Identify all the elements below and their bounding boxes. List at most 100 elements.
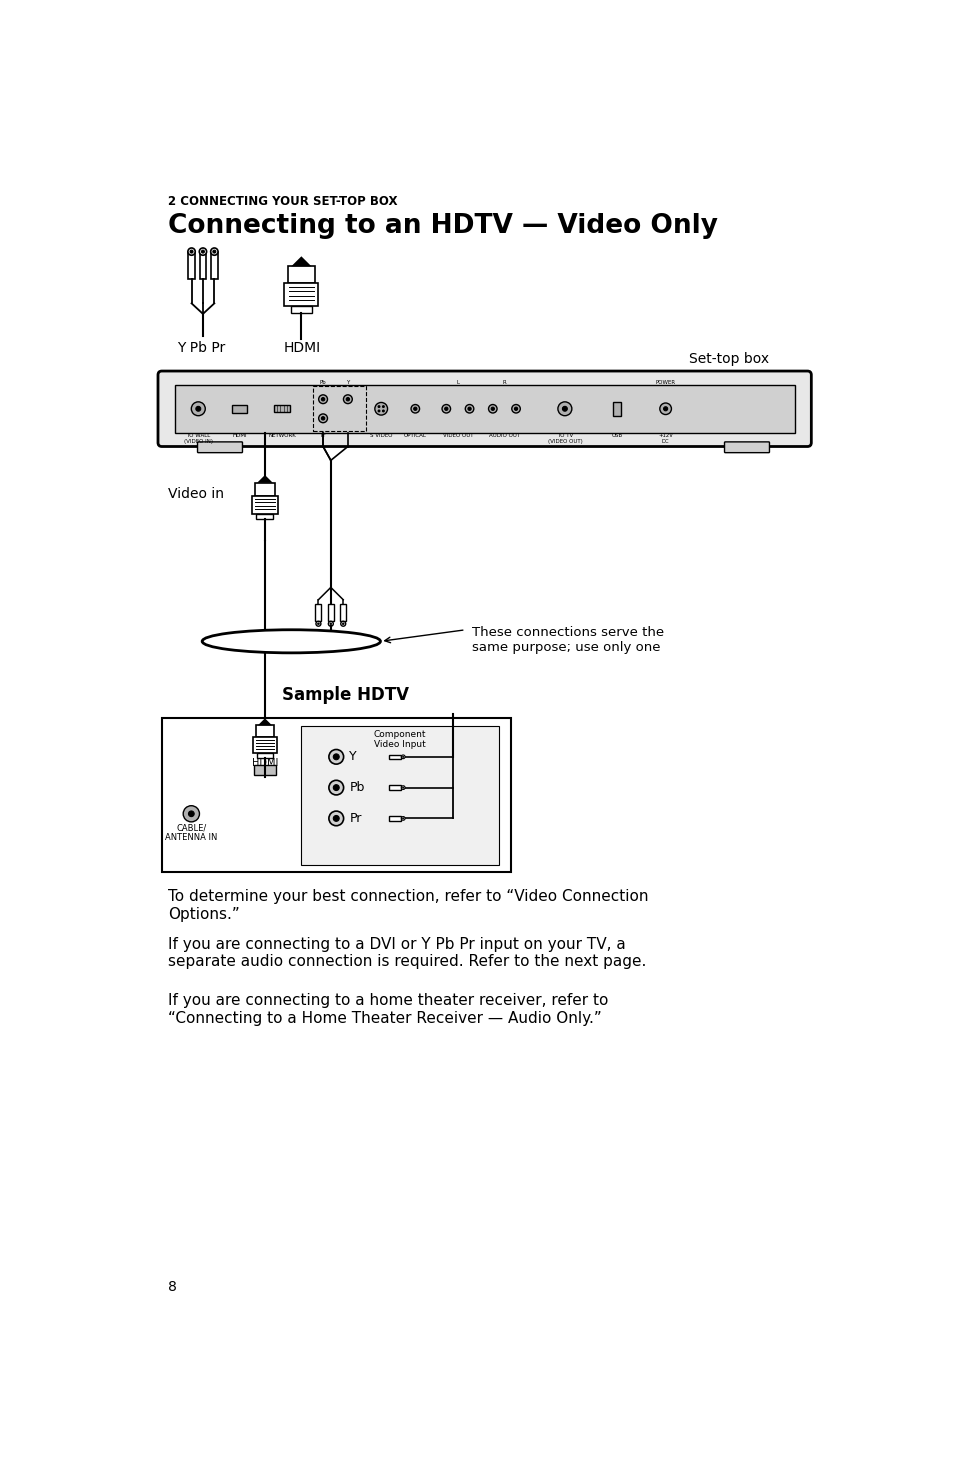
Circle shape (329, 811, 343, 826)
Circle shape (377, 406, 379, 407)
Circle shape (188, 248, 195, 255)
Bar (284, 283, 318, 307)
Text: Pb: Pb (319, 379, 326, 385)
Text: Set-top box: Set-top box (688, 351, 768, 366)
Bar (313, 386, 365, 431)
Text: If you are connecting to a home theater receiver, refer to
“Connecting to a Home: If you are connecting to a home theater … (168, 993, 608, 1025)
Text: HDMI: HDMI (232, 434, 247, 438)
Bar (274, 406, 290, 412)
Text: TO TV
(VIDEO OUT): TO TV (VIDEO OUT) (547, 434, 581, 444)
Polygon shape (256, 475, 273, 482)
Circle shape (401, 817, 405, 820)
Bar (288, 267, 314, 283)
Circle shape (401, 786, 405, 789)
Circle shape (491, 407, 494, 410)
Text: Y: Y (346, 379, 349, 385)
Text: L: L (456, 379, 459, 385)
Circle shape (346, 398, 349, 401)
Ellipse shape (202, 630, 380, 653)
Bar (389, 816, 401, 820)
Circle shape (199, 248, 207, 255)
Circle shape (189, 811, 194, 817)
Circle shape (318, 395, 327, 404)
Bar (188, 252, 194, 279)
Circle shape (488, 404, 497, 413)
Circle shape (183, 805, 199, 822)
Text: 2 CONNECTING YOUR SET-TOP BOX: 2 CONNECTING YOUR SET-TOP BOX (168, 195, 397, 208)
Bar (162, 718, 510, 872)
Circle shape (444, 407, 448, 410)
Circle shape (514, 407, 517, 410)
Text: If you are connecting to a DVI or Y Pb Pr input on your TV, a
separate audio con: If you are connecting to a DVI or Y Pb P… (168, 937, 646, 969)
Text: OPTICAL: OPTICAL (403, 434, 426, 438)
Circle shape (213, 251, 215, 254)
Circle shape (441, 404, 450, 413)
Text: CABLE/
ANTENNA IN: CABLE/ ANTENNA IN (165, 823, 217, 842)
Bar (256, 513, 274, 519)
Bar (389, 785, 401, 789)
Text: USB: USB (611, 434, 621, 438)
Circle shape (340, 621, 345, 627)
Bar (257, 754, 273, 758)
Text: Sample HDTV: Sample HDTV (282, 686, 409, 705)
Circle shape (321, 398, 324, 401)
Circle shape (511, 404, 519, 413)
Polygon shape (257, 718, 272, 726)
Circle shape (321, 416, 324, 420)
Circle shape (315, 621, 320, 627)
FancyBboxPatch shape (197, 442, 242, 453)
Circle shape (663, 407, 667, 412)
Text: S VIDEO: S VIDEO (370, 434, 392, 438)
Circle shape (377, 410, 379, 412)
Text: Y Pb Pr: Y Pb Pr (177, 341, 226, 355)
Bar (253, 738, 276, 754)
Text: NETWORK: NETWORK (268, 434, 295, 438)
Circle shape (342, 622, 344, 625)
Text: Component
Video Input: Component Video Input (374, 730, 426, 749)
Circle shape (318, 414, 327, 423)
Circle shape (317, 622, 319, 625)
Text: Y: Y (349, 751, 356, 763)
Circle shape (329, 780, 343, 795)
Bar (255, 726, 274, 738)
Text: Pb: Pb (349, 782, 364, 794)
Circle shape (375, 403, 387, 414)
Bar (174, 385, 794, 432)
Circle shape (465, 404, 474, 413)
Text: Pr: Pr (349, 811, 361, 825)
Circle shape (659, 403, 671, 414)
Bar (252, 496, 278, 513)
Bar (328, 605, 334, 621)
Circle shape (382, 406, 384, 407)
Circle shape (343, 395, 352, 404)
Bar (199, 252, 206, 279)
Bar (291, 307, 312, 313)
Circle shape (192, 401, 205, 416)
Text: These connections serve the
same purpose; use only one: These connections serve the same purpose… (472, 625, 663, 653)
Circle shape (330, 622, 332, 625)
Bar (211, 252, 217, 279)
Text: To determine your best connection, refer to “Video Connection
Options.”: To determine your best connection, refer… (168, 889, 648, 922)
FancyBboxPatch shape (158, 372, 810, 447)
Text: R: R (502, 379, 506, 385)
Circle shape (329, 749, 343, 764)
Bar (340, 605, 346, 621)
Bar (253, 766, 276, 776)
Text: AUDIO OUT: AUDIO OUT (488, 434, 519, 438)
Bar (389, 755, 401, 760)
Circle shape (382, 410, 384, 412)
Bar (301, 726, 498, 864)
Circle shape (401, 755, 405, 758)
Text: Pr: Pr (320, 434, 325, 438)
Circle shape (211, 248, 218, 255)
Text: HDMI: HDMI (283, 341, 320, 355)
Bar (315, 605, 321, 621)
Text: Connecting to an HDTV — Video Only: Connecting to an HDTV — Video Only (168, 214, 718, 239)
Circle shape (333, 816, 339, 822)
Circle shape (333, 754, 339, 760)
Circle shape (414, 407, 416, 410)
FancyBboxPatch shape (723, 442, 769, 453)
Text: VIDEO OUT: VIDEO OUT (442, 434, 473, 438)
Text: HDMI: HDMI (252, 758, 278, 768)
Text: 8: 8 (168, 1280, 176, 1295)
